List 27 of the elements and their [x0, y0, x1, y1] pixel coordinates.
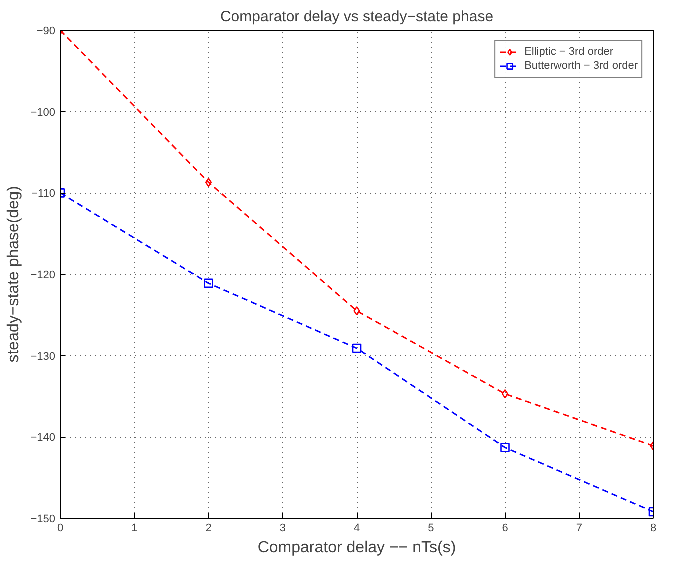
y-tick-label: −90: [36, 26, 56, 38]
y-axis-title: steady−state phase(deg): [6, 186, 23, 363]
y-tick-label: −100: [30, 106, 56, 119]
y-tick-label: −140: [30, 432, 56, 444]
point: [500, 443, 510, 452]
y-tick-label: −150: [30, 514, 56, 526]
y-tick-label: −120: [30, 270, 56, 282]
x-tick-label: 4: [354, 522, 360, 534]
x-tick-label: 3: [280, 522, 286, 534]
x-tick-label: 1: [132, 522, 138, 534]
x-tick-label: 7: [576, 522, 582, 534]
legend-label: Butterworth − 3rd order: [524, 59, 638, 73]
chart-title: Comparator delay vs steady−state phase: [220, 8, 494, 26]
point: [205, 178, 212, 188]
x-tick-label: 2: [206, 522, 212, 534]
x-tick-label: 0: [57, 522, 64, 534]
y-tick-label: −130: [30, 350, 56, 363]
point: [204, 278, 214, 288]
x-tick-label: 5: [428, 522, 434, 534]
point: [502, 389, 509, 399]
point: [352, 344, 362, 354]
legend-label: Elliptic − 3rd order: [524, 45, 614, 59]
x-tick-label: 6: [502, 522, 508, 534]
x-axis-title: Comparator delay −− nTs(s): [258, 540, 456, 556]
point: [354, 306, 360, 316]
y-tick-label: −110: [32, 188, 56, 200]
x-tick-label: 8: [650, 522, 657, 534]
